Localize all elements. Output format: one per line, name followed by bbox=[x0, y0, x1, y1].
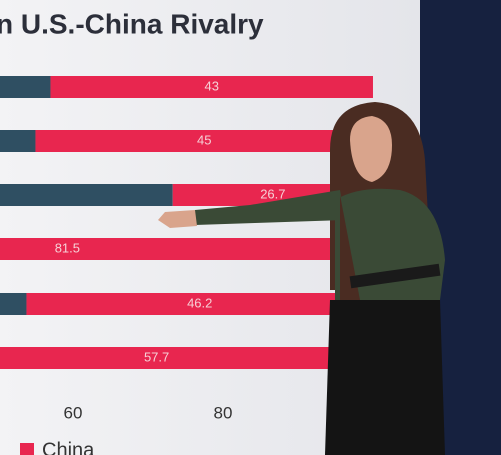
value-label: 26.7 bbox=[260, 186, 285, 201]
bar-segment bbox=[0, 293, 27, 315]
legend-swatch bbox=[20, 443, 34, 455]
legend-label: China bbox=[42, 439, 95, 455]
value-label: 81.5 bbox=[55, 240, 80, 255]
bar-segment bbox=[0, 130, 36, 152]
bar-segment bbox=[35, 130, 373, 152]
x-tick-label: 80 bbox=[214, 403, 233, 422]
bar-segment bbox=[50, 76, 373, 98]
value-label: 43 bbox=[204, 78, 218, 93]
value-label: 46.2 bbox=[187, 295, 212, 310]
presenter bbox=[158, 102, 445, 455]
x-tick-label: 60 bbox=[64, 403, 83, 422]
bar-segment bbox=[0, 184, 173, 206]
chart-title: n U.S.-China Rivalry bbox=[0, 8, 264, 39]
plot: 43 45 26.7 81.5 46.2 57.7 bbox=[0, 76, 373, 369]
bar-segment bbox=[0, 238, 373, 260]
bar-segment bbox=[0, 76, 51, 98]
value-label: 45 bbox=[197, 132, 211, 147]
bar-segment bbox=[26, 293, 373, 315]
value-label: 57.7 bbox=[144, 349, 169, 364]
bar-segment bbox=[0, 347, 373, 369]
